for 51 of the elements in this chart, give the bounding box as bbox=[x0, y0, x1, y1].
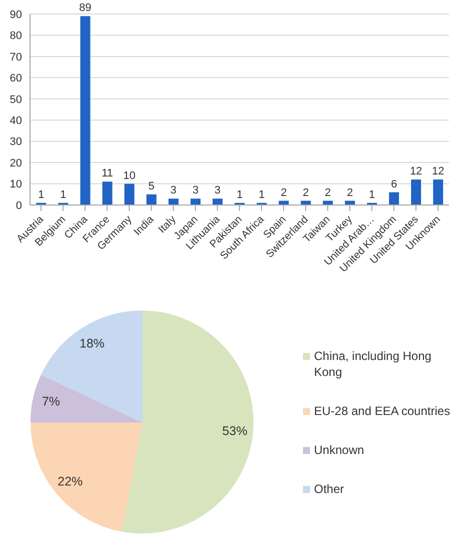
data-label: 1 bbox=[236, 188, 243, 201]
bar bbox=[389, 192, 400, 205]
data-label: 12 bbox=[432, 166, 444, 178]
data-label: 53% bbox=[222, 424, 248, 438]
data-label: 2 bbox=[302, 186, 309, 199]
data-label: 22% bbox=[58, 474, 83, 488]
y-tick-label: 50 bbox=[10, 94, 22, 106]
y-tick-label: 10 bbox=[10, 178, 22, 191]
pie-slice bbox=[41, 310, 142, 422]
bar bbox=[102, 182, 112, 205]
data-label: 3 bbox=[170, 184, 177, 197]
data-label: 10 bbox=[123, 170, 136, 182]
data-label: 3 bbox=[214, 184, 221, 197]
data-label: 18% bbox=[80, 336, 105, 350]
bar bbox=[146, 194, 156, 205]
y-tick-label: 30 bbox=[10, 136, 22, 148]
bar bbox=[411, 180, 422, 205]
data-label: 1 bbox=[60, 188, 66, 201]
legend-label: China, including Hong Kong bbox=[314, 348, 432, 380]
data-label: 12 bbox=[410, 166, 422, 178]
bar bbox=[80, 16, 90, 205]
legend-label: Other bbox=[314, 481, 344, 497]
pie-slice bbox=[30, 374, 142, 422]
data-label: 2 bbox=[280, 186, 287, 199]
legend-label: Unknown bbox=[314, 442, 364, 458]
data-label: 3 bbox=[192, 184, 199, 197]
pie-slice bbox=[30, 422, 142, 532]
bar bbox=[190, 198, 201, 205]
y-tick-label: 20 bbox=[10, 157, 22, 170]
y-tick-label: 90 bbox=[10, 8, 22, 21]
data-label: 1 bbox=[38, 188, 44, 201]
bar bbox=[433, 180, 444, 205]
bar bbox=[212, 198, 223, 205]
y-tick-label: 80 bbox=[10, 30, 22, 42]
legend-label: EU-28 and EEA countries bbox=[314, 403, 450, 419]
pie-slice bbox=[120, 310, 254, 534]
data-label: 89 bbox=[79, 2, 92, 14]
bar bbox=[168, 198, 178, 205]
data-label: 1 bbox=[368, 188, 376, 201]
data-label: 2 bbox=[324, 186, 331, 199]
data-label: 5 bbox=[148, 180, 154, 192]
data-label: 2 bbox=[346, 186, 353, 199]
data-label: 11 bbox=[102, 168, 114, 180]
y-tick-label: 0 bbox=[16, 200, 22, 212]
y-tick-label: 70 bbox=[10, 51, 22, 64]
y-tick-label: 40 bbox=[10, 115, 22, 128]
data-label: 1 bbox=[258, 188, 265, 201]
data-label: 7% bbox=[42, 394, 60, 409]
y-tick-label: 60 bbox=[10, 72, 22, 85]
data-label: 6 bbox=[390, 178, 398, 190]
bar bbox=[124, 184, 134, 205]
